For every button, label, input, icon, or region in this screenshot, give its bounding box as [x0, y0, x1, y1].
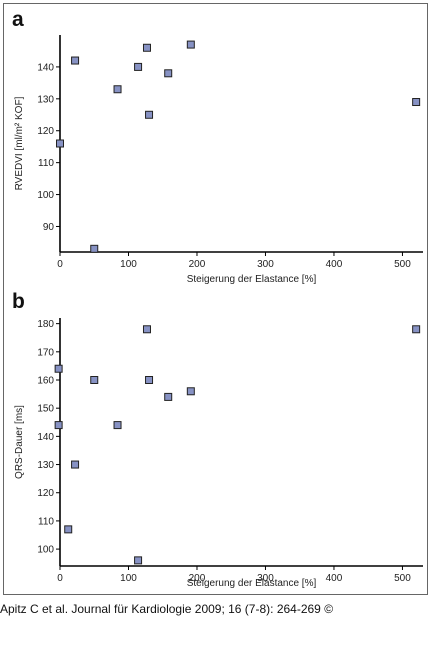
y-tick-label-a: 100 — [37, 190, 54, 201]
data-point-b — [134, 556, 143, 565]
data-point-a — [134, 62, 143, 71]
y-tick-label-a: 130 — [37, 94, 54, 105]
y-tick-label-b: 120 — [37, 488, 54, 499]
data-point-b — [64, 525, 73, 534]
x-tick-label-b: 300 — [257, 573, 274, 584]
y-tick-label-b: 160 — [37, 376, 54, 387]
x-tick-label-b: 500 — [394, 573, 411, 584]
data-point-b — [412, 325, 421, 334]
x-tick-label-a: 200 — [189, 259, 206, 270]
x-tick-label-b: 400 — [326, 573, 343, 584]
y-tick-label-b: 110 — [38, 516, 54, 527]
x-tick-label-a: 400 — [326, 259, 343, 270]
x-tick-label-b: 200 — [189, 573, 206, 584]
y-tick-label-b: 130 — [37, 460, 54, 471]
data-point-a — [142, 43, 151, 52]
data-point-b — [54, 421, 63, 430]
data-point-a — [412, 98, 421, 107]
y-axis-label-a: RVEDVI [ml/m² KOF] — [14, 96, 25, 190]
x-tick-label-a: 0 — [57, 259, 63, 270]
data-point-a — [164, 69, 173, 78]
data-point-b — [113, 421, 122, 430]
y-tick-label-a: 140 — [37, 62, 54, 73]
x-tick-label-a: 500 — [394, 259, 411, 270]
panel-letter-b: b — [12, 290, 25, 313]
y-tick-label-b: 140 — [37, 432, 54, 443]
data-point-b — [142, 325, 151, 334]
y-tick-label-a: 110 — [38, 158, 54, 169]
y-tick-label-a: 90 — [43, 222, 55, 233]
y-tick-label-a: 120 — [37, 126, 54, 137]
y-tick-label-b: 170 — [37, 347, 54, 358]
x-tick-label-a: 300 — [257, 259, 274, 270]
citation-text: Apitz C et al. Journal für Kardiologie 2… — [0, 602, 334, 616]
data-point-b — [54, 364, 63, 373]
data-point-b — [164, 392, 173, 401]
x-tick-label-b: 0 — [57, 573, 63, 584]
x-tick-label-b: 100 — [120, 573, 137, 584]
figure-frame — [3, 3, 428, 595]
y-axis-label-b: QRS-Dauer [ms] — [14, 405, 25, 479]
panel-letter-a: a — [12, 8, 24, 31]
y-tick-label-b: 100 — [37, 545, 54, 556]
data-point-a — [113, 85, 122, 94]
data-point-b — [145, 376, 154, 384]
y-tick-label-b: 180 — [37, 319, 54, 330]
data-point-a — [90, 244, 99, 253]
x-axis-label-b: Steigerung der Elastance [%] — [187, 578, 317, 589]
y-tick-label-b: 150 — [37, 404, 54, 415]
data-point-b — [71, 460, 80, 469]
x-axis-label-a: Steigerung der Elastance [%] — [187, 274, 317, 285]
x-tick-label-a: 100 — [120, 259, 137, 270]
data-point-a — [71, 56, 80, 65]
data-point-a — [186, 40, 195, 49]
data-point-a — [56, 139, 64, 148]
data-point-b — [186, 387, 195, 396]
data-point-a — [145, 110, 154, 119]
data-point-b — [90, 376, 99, 384]
